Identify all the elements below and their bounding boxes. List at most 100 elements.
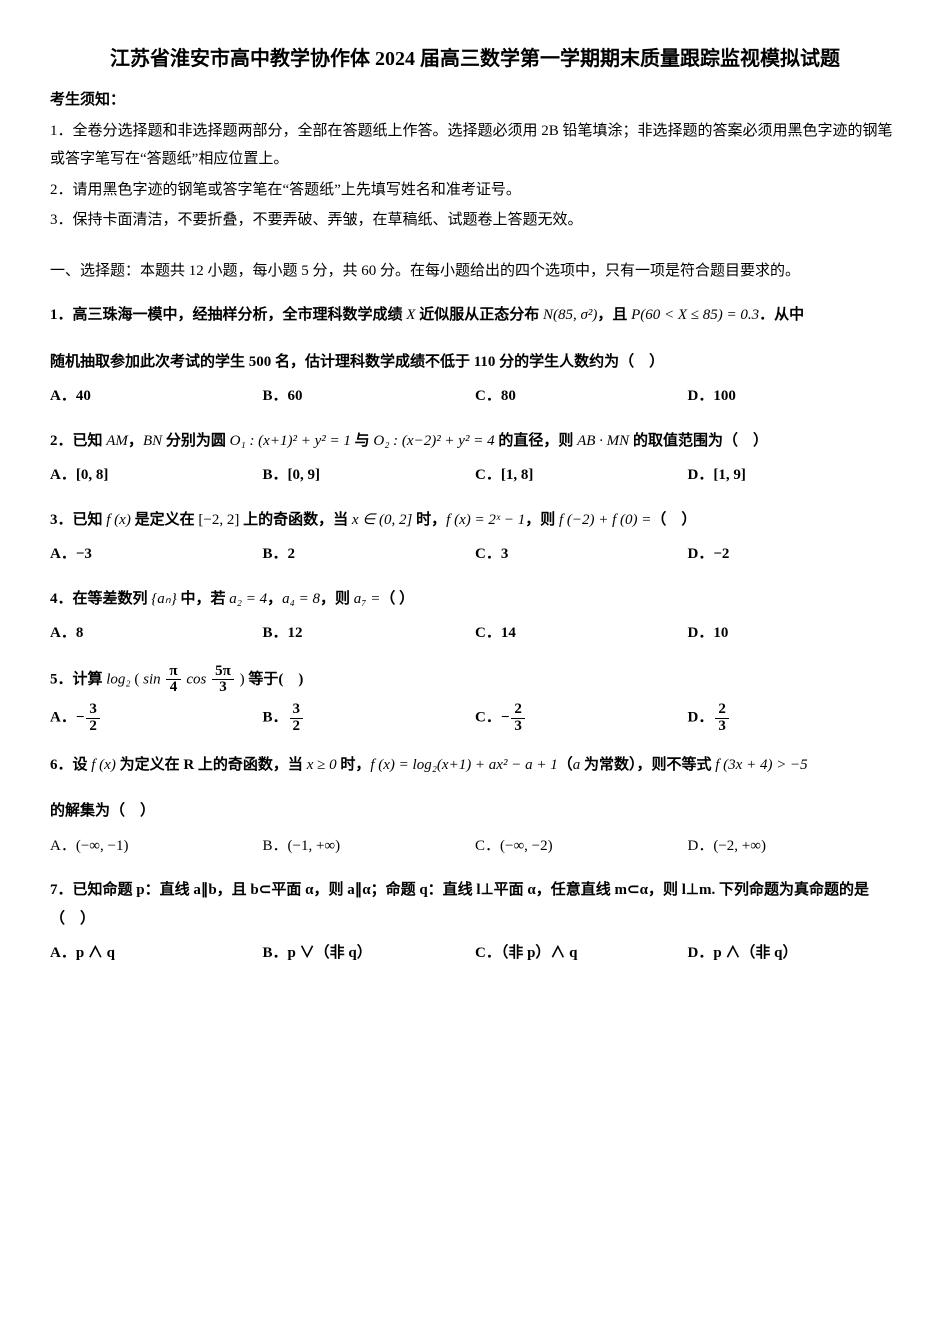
option-b: B．60 [263,382,476,411]
q5-log: log₂ [106,671,130,687]
q4-a2: a₂ = 4 [229,591,267,607]
q4-text: ，则 [320,591,354,607]
q6-ineq: f (3x + 4) > −5 [715,757,807,773]
q1-text: 1．高三珠海一模中，经抽样分析，全市理科数学成绩 [50,307,406,323]
option-d: D．[1, 9] [688,461,901,490]
q2-text: 分别为圆 [162,433,230,449]
option-b: B．2 [263,540,476,569]
q1-dist: N(85, σ²) [543,307,597,323]
opt-label: B．[0, 9] [263,467,321,483]
question-5: 5．计算 log₂ ( sin π4 cos 5π3 ) 等于( ) [50,664,900,697]
q6-text: 为常数），则不等式 [580,757,715,773]
q4-text: 4．在等差数列 [50,591,151,607]
option-d: D．−2 [688,540,901,569]
q5-text: 等于( ) [248,671,303,687]
frac-num: 3 [290,702,304,719]
opt-prefix: A．− [50,710,84,726]
opt-label: C．(−∞, −2) [475,838,553,854]
q2-bn: BN [143,433,162,449]
option-b: B．p ∨（非 q） [263,939,476,968]
q3-text: 上的奇函数，当 [239,512,352,528]
opt-prefix: B． [263,710,288,726]
page-title: 江苏省淮安市高中教学协作体 2024 届高三数学第一学期期末质量跟踪监视模拟试题 [50,40,900,78]
q4-text: ， [267,591,282,607]
q6-text: 为定义在 R 上的奇函数，当 [116,757,307,773]
frac-den: 2 [290,719,304,735]
option-b: B．[0, 9] [263,461,476,490]
q7-options: A．p ∧ q B．p ∨（非 q） C．（非 p）∧ q D．p ∧（非 q） [50,939,900,968]
frac-5pi-3: 5π3 [212,664,234,697]
option-c: C．（非 p）∧ q [475,939,688,968]
opt-label: D．[1, 9] [688,467,746,483]
q4-options: A．8 B．12 C．14 D．10 [50,619,900,648]
q6-def: f (x) = log₂(x+1) + ax² − a + 1 [370,757,557,773]
frac-num: 2 [715,702,729,719]
frac-den: 3 [511,719,525,735]
q1-options: A．40 B．60 C．80 D．100 [50,382,900,411]
q3-text: （ ） [651,512,696,528]
option-b: B．12 [263,619,476,648]
q2-text: ， [128,433,143,449]
q4-text: 中，若 [177,591,230,607]
notice-item: 1．全卷分选择题和非选择题两部分，全部在答题纸上作答。选择题必须用 2B 铅笔填… [50,117,900,174]
frac-den: 3 [715,719,729,735]
question-4: 4．在等差数列 {aₙ} 中，若 a₂ = 4，a₄ = 8，则 a₇ =（ ） [50,585,900,614]
q6-line2: 的解集为（ ） [50,797,900,826]
opt-prefix: D． [688,710,714,726]
q4-seq: {aₙ} [151,591,176,607]
notice-item: 2．请用黑色字迹的钢笔或答字笔在“答题纸”上先填写姓名和准考证号。 [50,176,900,205]
option-c: C．(−∞, −2) [475,832,688,861]
option-c: C．14 [475,619,688,648]
q3-expr: f (−2) + f (0) = [559,512,651,528]
frac-num: π [166,664,180,681]
q2-text: 2．已知 [50,433,106,449]
frac-num: 5π [212,664,234,681]
option-c: C．80 [475,382,688,411]
q3-xin: x ∈ (0, 2] [352,512,413,528]
option-a: A．(−∞, −1) [50,832,263,861]
option-d: D．10 [688,619,901,648]
q3-text: 时， [412,512,446,528]
option-d: D．23 [688,702,901,735]
option-d: D．p ∧（非 q） [688,939,901,968]
q3-def: f (x) = 2ˣ − 1 [446,512,525,528]
opt-prefix: C．− [475,710,509,726]
q2-abmn: AB · MN [577,433,629,449]
opt-frac: 23 [715,702,729,735]
opt-label: A．[0, 8] [50,467,108,483]
frac-den: 2 [86,719,100,735]
frac-num: 3 [86,702,100,719]
opt-label: D．(−2, +∞) [688,838,766,854]
option-d: D．100 [688,382,901,411]
q4-a7: a₇ = [354,591,381,607]
frac-pi-4: π4 [166,664,180,697]
q3-text: 是定义在 [131,512,199,528]
option-a: A．−32 [50,702,263,735]
option-b: B．32 [263,702,476,735]
q2-text: 的直径，则 [495,433,578,449]
q2-o1: O₁ : (x+1)² + y² = 1 [230,433,351,449]
q2-options: A．[0, 8] B．[0, 9] C．[1, 8] D．[1, 9] [50,461,900,490]
option-b: B．(−1, +∞) [263,832,476,861]
option-c: C．−23 [475,702,688,735]
q5-options: A．−32 B．32 C．−23 D．23 [50,702,900,735]
q3-text: 3．已知 [50,512,106,528]
q6-text: 时， [337,757,371,773]
q3-fx: f (x) [106,512,131,528]
q6-options: A．(−∞, −1) B．(−1, +∞) C．(−∞, −2) D．(−2, … [50,832,900,861]
question-1: 1．高三珠海一模中，经抽样分析，全市理科数学成绩 X 近似服从正态分布 N(85… [50,301,900,330]
question-3: 3．已知 f (x) 是定义在 [−2, 2] 上的奇函数，当 x ∈ (0, … [50,506,900,535]
frac-num: 2 [511,702,525,719]
q6-text: 6．设 [50,757,91,773]
q6-text: （ [558,757,573,773]
q4-a4: a₄ = 8 [282,591,320,607]
option-a: A．p ∧ q [50,939,263,968]
q3-text: ，则 [525,512,559,528]
option-d: D．(−2, +∞) [688,832,901,861]
q5-cos: cos [186,671,206,687]
q5-text: 5．计算 [50,671,106,687]
opt-frac: 32 [290,702,304,735]
option-a: A．−3 [50,540,263,569]
frac-den: 4 [166,680,180,696]
q3-options: A．−3 B．2 C．3 D．−2 [50,540,900,569]
